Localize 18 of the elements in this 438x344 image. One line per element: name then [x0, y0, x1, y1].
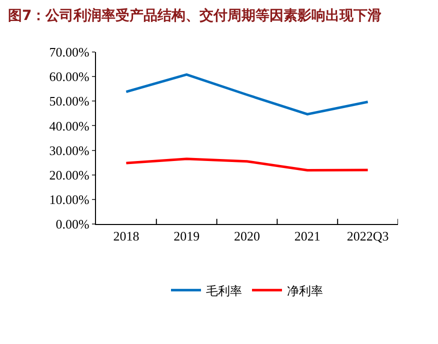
line-series [124, 158, 370, 172]
y-tick-label: 30.00% [49, 142, 90, 158]
y-tick-label: 0.00% [56, 216, 90, 232]
x-tick-label: 2021 [294, 228, 320, 244]
y-tick-label: 20.00% [49, 167, 90, 182]
y-tick-label: 10.00% [49, 192, 90, 207]
x-tick-label: 2019 [174, 228, 200, 244]
legend-label: 毛利率 [206, 284, 242, 298]
line-series [124, 73, 370, 116]
chart-title: 图7：公司利润率受产品结构、交付周期等因素影响出现下滑 [7, 6, 383, 26]
y-tick-label: 60.00% [49, 69, 90, 84]
y-tick-label: 50.00% [49, 94, 90, 109]
x-tick-label: 2020 [234, 228, 260, 244]
x-tick-label: 2022Q3 [346, 228, 389, 244]
y-tick-label: 70.00% [49, 44, 90, 60]
legend-label: 净利率 [287, 284, 323, 298]
x-tick-label: 2018 [113, 228, 140, 244]
y-tick-label: 40.00% [49, 118, 90, 134]
